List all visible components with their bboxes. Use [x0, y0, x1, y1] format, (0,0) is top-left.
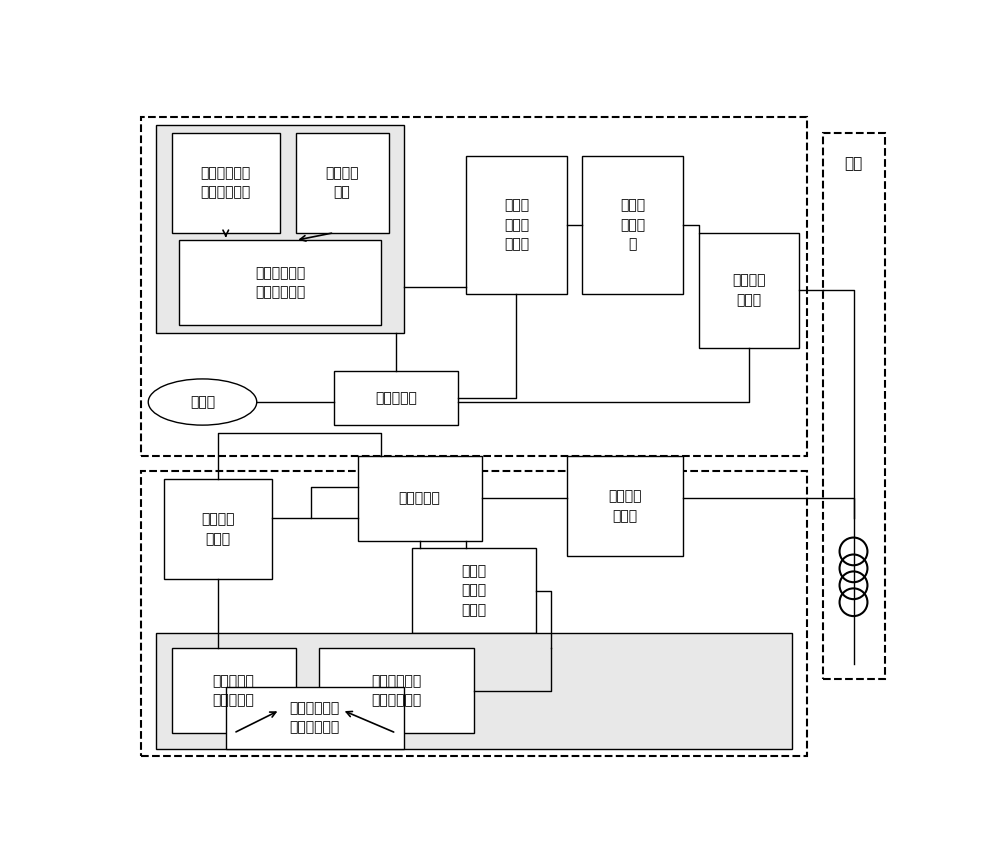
Bar	[164, 479, 272, 579]
Text: 第二电
光相位
调制器: 第二电 光相位 调制器	[461, 564, 486, 617]
Bar	[698, 232, 799, 349]
Text: 第一偏振
耦合器: 第一偏振 耦合器	[732, 274, 766, 307]
Text: 信道: 信道	[844, 156, 863, 171]
Text: 第一模拟电压
输出控制电路: 第一模拟电压 输出控制电路	[255, 266, 305, 299]
Text: 平衡零差
检测器: 平衡零差 检测器	[201, 512, 235, 546]
Bar	[334, 371, 458, 425]
Bar	[412, 548, 536, 633]
Bar	[567, 456, 683, 556]
Bar	[156, 633, 792, 748]
Text: 第二分束器: 第二分束器	[399, 492, 440, 505]
Bar	[582, 156, 683, 294]
Text: 时钟触发
电路: 时钟触发 电路	[325, 166, 359, 199]
Text: 第二模拟电压
输出控制电路: 第二模拟电压 输出控制电路	[371, 674, 421, 707]
Bar	[296, 133, 388, 232]
Bar	[172, 133, 280, 232]
Bar	[156, 125, 404, 333]
Text: 第一分束器: 第一分束器	[375, 391, 417, 405]
Text: 激光源: 激光源	[190, 395, 215, 409]
Bar	[358, 456, 482, 541]
Text: 第二偏振
耦合器: 第二偏振 耦合器	[608, 489, 642, 523]
Text: 第一真随机数
生成控制电路: 第一真随机数 生成控制电路	[201, 166, 251, 199]
Bar	[140, 117, 807, 456]
Bar	[319, 649, 474, 733]
Bar	[172, 649, 296, 733]
Bar	[140, 472, 807, 756]
Text: 第二真随机数
生成控制电路: 第二真随机数 生成控制电路	[290, 701, 340, 734]
Text: 模拟电压输
入控制电路: 模拟电压输 入控制电路	[213, 674, 254, 707]
Bar	[822, 133, 885, 679]
Ellipse shape	[148, 379, 257, 425]
Bar	[466, 156, 567, 294]
Bar	[179, 240, 381, 325]
Text: 第一电
光相位
调制器: 第一电 光相位 调制器	[504, 199, 529, 251]
Text: 电光幅
度调制
器: 电光幅 度调制 器	[620, 199, 645, 251]
Bar	[226, 687, 404, 748]
